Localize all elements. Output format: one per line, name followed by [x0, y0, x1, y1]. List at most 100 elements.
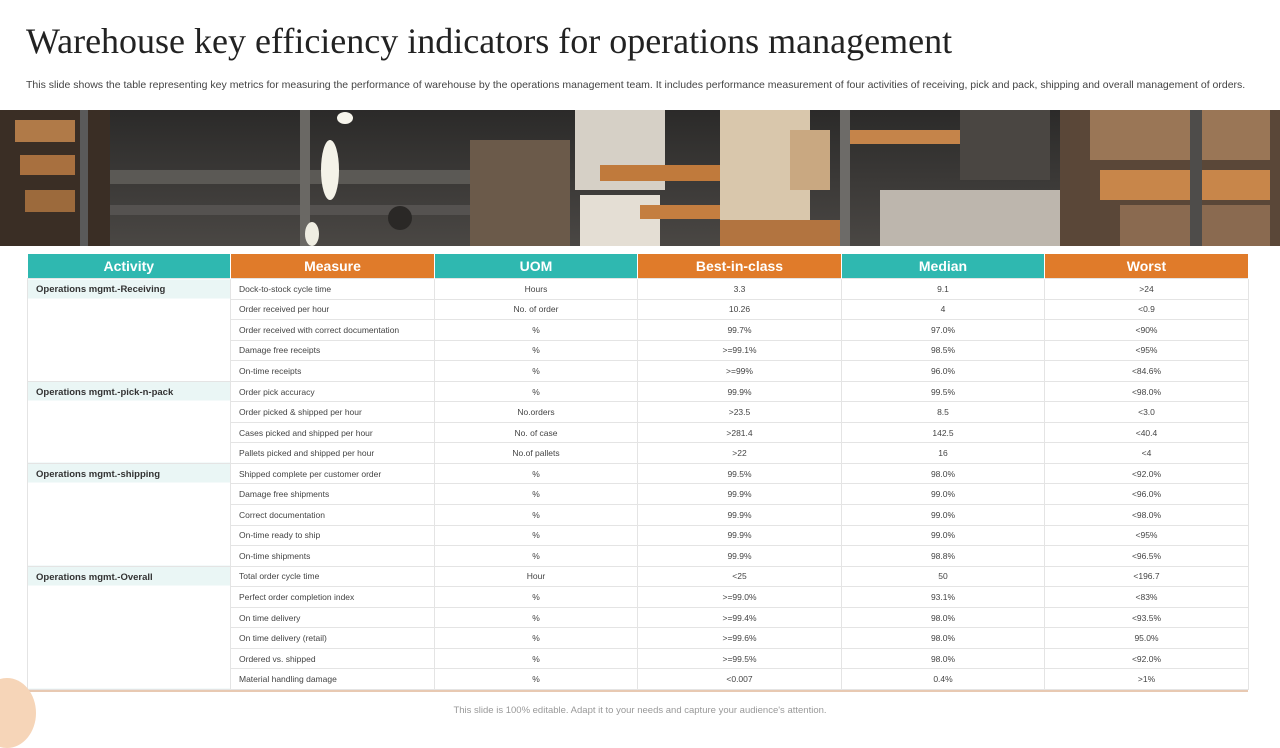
header-median: Median — [841, 254, 1045, 279]
best-in-class-cell: 99.7% — [637, 319, 842, 341]
median-cell: 8.5 — [841, 401, 1045, 423]
measure-cell: Order received per hour — [230, 298, 435, 321]
worst-cell: <93.5% — [1044, 606, 1249, 629]
worst-cell: <84.6% — [1044, 360, 1249, 382]
activity-cell: Operations mgmt.-pick-n-pack — [27, 380, 231, 464]
median-cell: 98.8% — [841, 545, 1045, 567]
header-measure: Measure — [230, 254, 435, 279]
measure-cell: On time delivery (retail) — [230, 627, 435, 649]
median-cell: 98.0% — [841, 647, 1045, 670]
best-in-class-cell: >=99.1% — [637, 339, 842, 362]
measure-cell: Material handling damage — [230, 668, 435, 690]
measure-cell: Order pick accuracy — [230, 380, 435, 403]
table-row: Damage free receipts% >=99.1% 98.5% <95% — [28, 339, 1249, 362]
table-header-row: Activity Measure UOM Best-in-class Media… — [27, 254, 1249, 279]
median-cell: 142.5 — [841, 421, 1045, 444]
uom-cell: % — [434, 668, 638, 690]
table-row: Operations mgmt.-pick-n-pack Order pick a… — [27, 380, 1249, 464]
median-cell: 99.0% — [841, 483, 1045, 506]
worst-cell: >24 — [1044, 278, 1249, 300]
median-cell: 93.1% — [841, 586, 1045, 608]
worst-cell: <96.5% — [1044, 545, 1249, 567]
measure-cell: Damage free shipments — [230, 483, 435, 506]
uom-cell: No.of pallets — [434, 442, 638, 464]
best-in-class-cell: >281.4 — [637, 421, 842, 444]
measure-cell: On-time ready to ship — [230, 524, 435, 547]
worst-cell: <196.7 — [1044, 565, 1249, 588]
table-row: Ordered vs. shipped% >=99.5% 98.0% <92.0% — [28, 647, 1249, 670]
best-in-class-cell: >=99.6% — [637, 627, 842, 649]
measure-cell: Total order cycle time — [230, 565, 435, 588]
best-in-class-cell: >23.5 — [637, 401, 842, 423]
measure-cell: On-time shipments — [230, 545, 435, 567]
best-in-class-cell: 10.26 — [637, 298, 842, 321]
uom-cell: % — [434, 586, 638, 608]
activity-cell: Operations mgmt.-Receiving — [27, 278, 231, 382]
table-row: Operations mgmt.-Receiving Dock-to-stock … — [27, 278, 1249, 382]
uom-cell: % — [434, 524, 638, 547]
uom-cell: % — [434, 483, 638, 506]
header-worst: Worst — [1044, 254, 1249, 279]
median-cell: 96.0% — [841, 360, 1045, 382]
uom-cell: % — [434, 504, 638, 526]
worst-cell: <98.0% — [1044, 504, 1249, 526]
measure-cell: Shipped complete per customer order — [230, 462, 435, 485]
best-in-class-cell: 99.9% — [637, 483, 842, 506]
measure-cell: On time delivery — [230, 606, 435, 629]
measure-cell: Dock-to-stock cycle time — [230, 278, 435, 300]
median-cell: 99.0% — [841, 524, 1045, 547]
best-in-class-cell: 3.3 — [637, 278, 842, 300]
uom-cell: % — [434, 339, 638, 362]
measure-cell: Ordered vs. shipped — [230, 647, 435, 670]
table-row: Correct documentation% 99.9% 99.0% <98.0% — [28, 504, 1249, 526]
page-title: Warehouse key efficiency indicators for … — [26, 21, 953, 61]
table-row: Order picked & shipped per hour No.orders… — [28, 401, 1249, 423]
measure-cell: Correct documentation — [230, 504, 435, 526]
best-in-class-cell: >22 — [637, 442, 842, 464]
activity-cell: Operations mgmt.-shipping — [27, 462, 231, 567]
measure-cell: Damage free receipts — [230, 339, 435, 362]
best-in-class-cell: 99.9% — [637, 545, 842, 567]
worst-cell: <3.0 — [1044, 401, 1249, 423]
uom-cell: % — [434, 319, 638, 341]
table-row: On-time shipments% 99.9% 98.8% <96.5% — [28, 545, 1249, 567]
worst-cell: >1% — [1044, 668, 1249, 690]
median-cell: 99.5% — [841, 380, 1045, 403]
best-in-class-cell: >=99% — [637, 360, 842, 382]
table-row: Operations mgmt.-Overall Total order cycl… — [27, 565, 1249, 690]
best-in-class-cell: <0.007 — [637, 668, 842, 690]
measure-cell: Pallets picked and shipped per hour — [230, 442, 435, 464]
worst-cell: <98.0% — [1044, 380, 1249, 403]
measure-cell: Order picked & shipped per hour — [230, 401, 435, 423]
best-in-class-cell: 99.9% — [637, 504, 842, 526]
best-in-class-cell: >=99.4% — [637, 606, 842, 629]
header-uom: UOM — [434, 254, 638, 279]
worst-cell: <92.0% — [1044, 647, 1249, 670]
table-row: Material handling damage% <0.007 0.4% >1% — [28, 668, 1249, 690]
best-in-class-cell: 99.9% — [637, 524, 842, 547]
measure-cell: Perfect order completion index — [230, 586, 435, 608]
best-in-class-cell: >=99.5% — [637, 647, 842, 670]
uom-cell: Hours — [434, 278, 638, 300]
uom-cell: No. of case — [434, 421, 638, 444]
uom-cell: % — [434, 627, 638, 649]
best-in-class-cell: >=99.0% — [637, 586, 842, 608]
worst-cell: <4 — [1044, 442, 1249, 464]
median-cell: 0.4% — [841, 668, 1045, 690]
header-best-in-class: Best-in-class — [637, 254, 842, 279]
table-row: Operations mgmt.-shipping Shipped complet… — [27, 462, 1249, 567]
table-body: Operations mgmt.-Receiving Dock-to-stock … — [27, 278, 1249, 690]
best-in-class-cell: 99.5% — [637, 462, 842, 485]
measure-cell: On-time receipts — [230, 360, 435, 382]
uom-cell: % — [434, 462, 638, 485]
footer-note: This slide is 100% editable. Adapt it to… — [453, 705, 827, 716]
measure-cell: Order received with correct documentatio… — [230, 319, 435, 341]
worst-cell: <90% — [1044, 319, 1249, 341]
uom-cell: % — [434, 606, 638, 629]
measure-cell: Cases picked and shipped per hour — [230, 421, 435, 444]
uom-cell: No. of order — [434, 298, 638, 321]
uom-cell: % — [434, 545, 638, 567]
best-in-class-cell: <25 — [637, 565, 842, 588]
warehouse-shelves-icon — [0, 110, 1280, 246]
median-cell: 99.0% — [841, 504, 1045, 526]
